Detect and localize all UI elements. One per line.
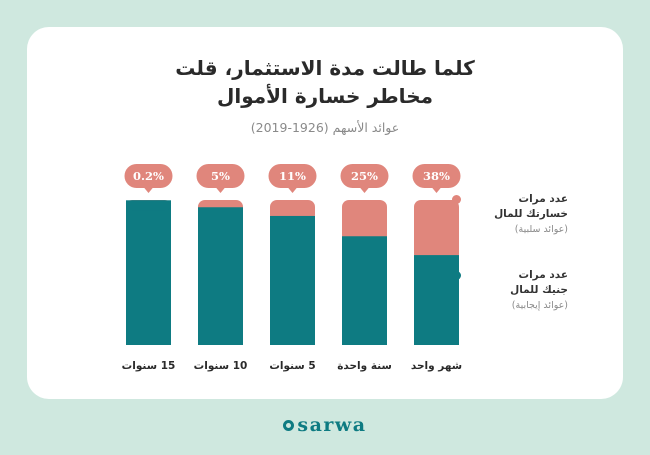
data-label-pointer <box>215 187 226 193</box>
legend-gain-line2: جنيك للمال <box>510 284 568 296</box>
x-tick-label: 10 سنوات <box>194 360 248 372</box>
x-tick-label: شهر واحد <box>411 360 462 372</box>
data-label: 25% <box>351 169 378 183</box>
bar-gain-segment <box>342 236 387 345</box>
data-label-pointer <box>287 187 298 193</box>
data-label-bubble <box>412 164 461 188</box>
chart-title-line1: كلما طالت مدة الاستثمار، قلت <box>175 56 475 80</box>
chart-subtitle: عوائد الأسهم (1926-2019) <box>250 120 400 135</box>
data-label-pointer <box>359 187 370 193</box>
data-label-bubble <box>124 164 173 188</box>
legend-gain-line1: عدد مرات <box>518 269 568 281</box>
legend-item-loss: عدد مرات خسارتك للمال (عوائد سلبية) <box>452 192 568 237</box>
bar-gain-segment <box>198 207 243 345</box>
bar-gain-segment <box>126 200 171 345</box>
chart-title-line2: مخاطر خسارة الأموال <box>217 84 433 108</box>
bar-loss-segment <box>414 200 459 262</box>
data-label-bubble <box>268 164 317 188</box>
data-label-pointer <box>431 187 442 193</box>
data-label-pointer <box>143 187 154 193</box>
legend-gain-swatch <box>452 271 461 280</box>
data-label-bubble <box>196 164 245 188</box>
data-label-bubble <box>340 164 389 188</box>
brand-name: sarwa <box>297 414 367 436</box>
data-label: 11% <box>279 169 306 183</box>
brand-logo[interactable]: sarwa <box>0 414 650 436</box>
legend-loss-line1: عدد مرات <box>518 193 568 205</box>
x-tick-label: سنة واحدة <box>337 360 392 372</box>
bar-gain-segment <box>270 215 315 345</box>
legend-gain-note: (عوائد إيجابية) <box>511 300 568 311</box>
data-label: 5% <box>211 169 230 183</box>
x-tick-label: 5 سنوات <box>269 360 315 372</box>
data-label: 0.2% <box>133 169 164 183</box>
bar-loss-segment <box>342 200 387 243</box>
bar-gain-segment <box>414 255 459 345</box>
legend-item-gain: عدد مرات جنيك للمال (عوائد إيجابية) <box>452 268 568 313</box>
legend-loss-line2: خسارتك للمال <box>494 208 568 220</box>
bar-gain-cap <box>126 200 171 211</box>
legend-loss-note: (عوائد سلبية) <box>514 224 568 235</box>
legend-loss-swatch <box>452 195 461 204</box>
sarwa-logo-icon <box>283 419 295 431</box>
x-tick-label: 15 سنوات <box>122 360 176 372</box>
data-label: 38% <box>423 169 450 183</box>
